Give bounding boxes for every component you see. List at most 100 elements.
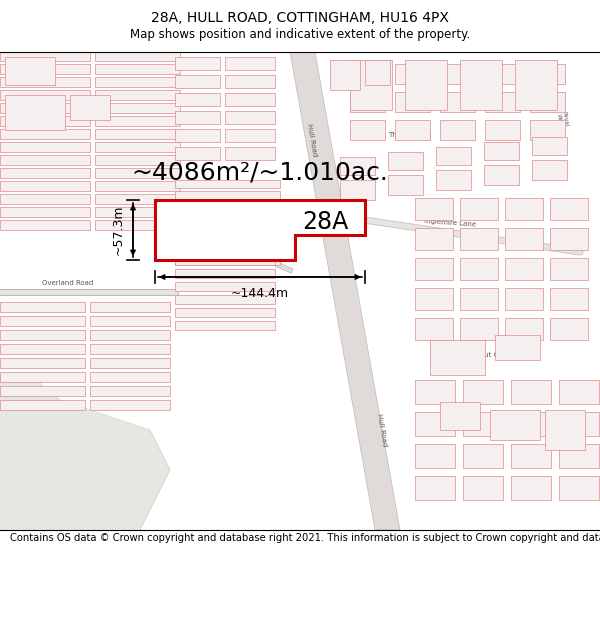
Bar <box>330 60 360 90</box>
Bar <box>0 372 85 382</box>
Text: Walnut Close: Walnut Close <box>467 352 513 358</box>
Bar <box>95 116 180 126</box>
Bar <box>505 198 543 220</box>
Text: ~57.3m: ~57.3m <box>112 205 125 255</box>
Bar <box>559 380 599 404</box>
Bar <box>225 75 275 88</box>
Bar <box>395 120 430 140</box>
Bar <box>515 60 557 110</box>
Bar <box>225 57 275 70</box>
Bar <box>95 181 180 191</box>
Bar <box>175 57 220 70</box>
Bar <box>175 256 275 265</box>
Bar <box>440 92 475 112</box>
Bar <box>550 288 588 310</box>
Bar <box>485 120 520 140</box>
Bar <box>550 318 588 340</box>
Bar <box>350 60 392 110</box>
Bar <box>90 400 170 410</box>
Bar <box>415 288 453 310</box>
Bar <box>175 257 280 265</box>
Bar <box>0 386 85 396</box>
Bar <box>175 111 220 124</box>
Text: ~4086m²/~1.010ac.: ~4086m²/~1.010ac. <box>131 160 388 184</box>
Bar <box>505 288 543 310</box>
Bar <box>95 103 180 113</box>
Bar <box>550 258 588 280</box>
Bar <box>225 93 275 106</box>
Bar <box>550 198 588 220</box>
Bar <box>175 180 280 188</box>
Bar <box>225 147 275 160</box>
Bar <box>90 344 170 354</box>
Bar <box>463 412 503 436</box>
Bar <box>95 194 180 204</box>
Bar <box>175 295 275 304</box>
Bar <box>0 358 85 368</box>
Bar <box>0 330 85 340</box>
Bar <box>90 302 170 312</box>
Bar <box>95 77 180 87</box>
Bar <box>530 92 565 112</box>
Bar <box>95 64 180 74</box>
Bar <box>463 444 503 468</box>
Bar <box>350 92 385 112</box>
Bar <box>95 168 180 178</box>
Text: 28A, HULL ROAD, COTTINGHAM, HU16 4PX: 28A, HULL ROAD, COTTINGHAM, HU16 4PX <box>151 11 449 26</box>
Bar <box>340 180 375 200</box>
Polygon shape <box>0 375 150 530</box>
Bar <box>388 175 423 195</box>
Bar <box>530 64 565 84</box>
Bar <box>175 213 280 221</box>
Bar <box>460 258 498 280</box>
Bar <box>5 95 65 130</box>
Bar <box>0 181 90 191</box>
Bar <box>0 316 85 326</box>
Bar <box>463 380 503 404</box>
Bar <box>0 207 90 217</box>
Bar <box>0 90 90 100</box>
Bar <box>436 147 471 165</box>
Polygon shape <box>155 200 365 260</box>
Bar <box>95 129 180 139</box>
Bar <box>415 412 455 436</box>
Bar <box>0 168 90 178</box>
Bar <box>415 318 453 340</box>
Bar <box>460 198 498 220</box>
Bar <box>340 157 375 175</box>
Text: Overland Road: Overland Road <box>43 280 94 286</box>
Bar <box>463 476 503 500</box>
Bar <box>0 220 90 230</box>
Bar <box>90 386 170 396</box>
Bar <box>225 129 275 142</box>
Bar <box>395 92 430 112</box>
Bar <box>511 412 551 436</box>
Bar <box>440 402 480 430</box>
Text: Inglemire Lane: Inglemire Lane <box>424 218 476 227</box>
Bar <box>175 75 220 88</box>
Bar <box>70 95 110 120</box>
Bar <box>484 165 519 185</box>
Bar <box>95 155 180 165</box>
Text: 28A: 28A <box>302 210 348 234</box>
Bar <box>460 318 498 340</box>
Bar <box>436 170 471 190</box>
Bar <box>495 335 540 360</box>
Text: The Orchard: The Orchard <box>388 132 431 138</box>
Bar <box>415 198 453 220</box>
Bar <box>460 60 502 110</box>
Bar <box>415 476 455 500</box>
Bar <box>532 137 567 155</box>
Bar <box>175 217 275 226</box>
Bar <box>505 258 543 280</box>
Bar <box>0 77 90 87</box>
Bar <box>460 288 498 310</box>
Bar <box>175 308 275 317</box>
Bar <box>0 155 90 165</box>
Bar <box>175 243 275 252</box>
Bar <box>175 282 275 291</box>
Bar <box>95 51 180 61</box>
Bar <box>460 228 498 250</box>
Bar <box>0 51 90 61</box>
Bar <box>0 142 90 152</box>
